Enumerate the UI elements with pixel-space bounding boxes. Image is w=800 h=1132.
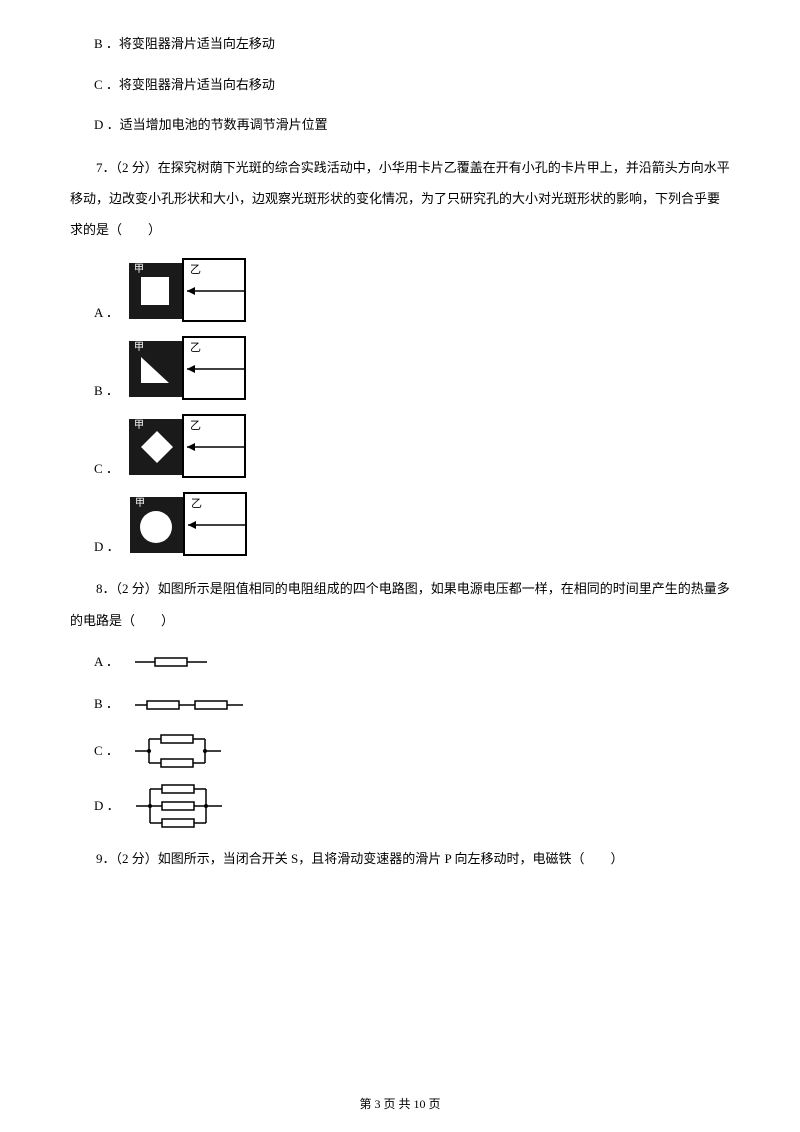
q7-figure-c: 乙 甲 [127, 413, 257, 483]
card-circle-icon: 乙 甲 [128, 491, 258, 561]
footer-text: 第 3 页 共 10 页 [359, 1097, 440, 1111]
option-b-text: B ．将变阻器滑片适当向左移动 [94, 36, 275, 51]
svg-text:甲: 甲 [134, 264, 144, 275]
q8-option-b: B ． [70, 690, 730, 719]
option-c: C ．将变阻器滑片适当向右移动 [70, 71, 730, 100]
q7-option-c-label: C ． [94, 455, 119, 484]
option-d-text: D ．适当增加电池的节数再调节滑片位置 [94, 117, 328, 132]
svg-text:甲: 甲 [135, 498, 145, 509]
q7-option-d-label: D ． [94, 533, 120, 562]
resistor-series-icon [135, 695, 255, 715]
option-c-text: C ．将变阻器滑片适当向右移动 [94, 77, 275, 92]
question-9: 9．（2 分）如图所示，当闭合开关 S，且将滑动变速器的滑片 P 向左移动时，电… [70, 843, 730, 874]
option-b: B ．将变阻器滑片适当向左移动 [70, 30, 730, 59]
q7-option-a-label: A ． [94, 299, 119, 328]
card-square-icon: 乙 甲 [127, 257, 257, 327]
option-d: D ．适当增加电池的节数再调节滑片位置 [70, 111, 730, 140]
question-8: 8．（2 分）如图所示是阻值相同的电阻组成的四个电路图，如果电源电压都一样，在相… [70, 573, 730, 635]
svg-text:乙: 乙 [190, 419, 201, 432]
card-triangle-icon: 乙 甲 [127, 335, 257, 405]
svg-text:甲: 甲 [134, 342, 144, 353]
q7-figure-a: 乙 甲 [127, 257, 257, 327]
q7-option-a: A ． 乙 甲 [70, 257, 730, 327]
q8-option-d: D ． [70, 783, 730, 829]
q8-option-c: C ． [70, 733, 730, 769]
q7-option-b: B ． 乙 甲 [70, 335, 730, 405]
q8-option-a: A ． [70, 648, 730, 677]
q8-option-d-label: D ． [94, 792, 120, 821]
q8-option-b-label: B ． [94, 690, 119, 719]
resistor-single-icon [135, 652, 225, 672]
svg-text:甲: 甲 [134, 420, 144, 431]
question-9-text: 9．（2 分）如图所示，当闭合开关 S，且将滑动变速器的滑片 P 向左移动时，电… [96, 851, 623, 866]
question-8-text: 8．（2 分）如图所示是阻值相同的电阻组成的四个电路图，如果电源电压都一样，在相… [70, 581, 730, 627]
card-diamond-icon: 乙 甲 [127, 413, 257, 483]
svg-text:乙: 乙 [190, 263, 201, 276]
question-7-text: 7．（2 分）在探究树荫下光斑的综合实践活动中，小华用卡片乙覆盖在开有小孔的卡片… [70, 160, 730, 237]
q8-option-c-label: C ． [94, 737, 119, 766]
q8-option-a-label: A ． [94, 648, 119, 677]
svg-text:乙: 乙 [190, 341, 201, 354]
q7-option-d: D ． 乙 甲 [70, 491, 730, 561]
question-7: 7．（2 分）在探究树荫下光斑的综合实践活动中，小华用卡片乙覆盖在开有小孔的卡片… [70, 152, 730, 246]
resistor-parallel-2-icon [135, 733, 235, 769]
resistor-parallel-3-icon [136, 783, 236, 829]
page-footer: 第 3 页 共 10 页 [0, 1091, 800, 1117]
svg-text:乙: 乙 [191, 497, 202, 510]
q7-option-b-label: B ． [94, 377, 119, 406]
q7-figure-b: 乙 甲 [127, 335, 257, 405]
q7-option-c: C ． 乙 甲 [70, 413, 730, 483]
q7-figure-d: 乙 甲 [128, 491, 258, 561]
